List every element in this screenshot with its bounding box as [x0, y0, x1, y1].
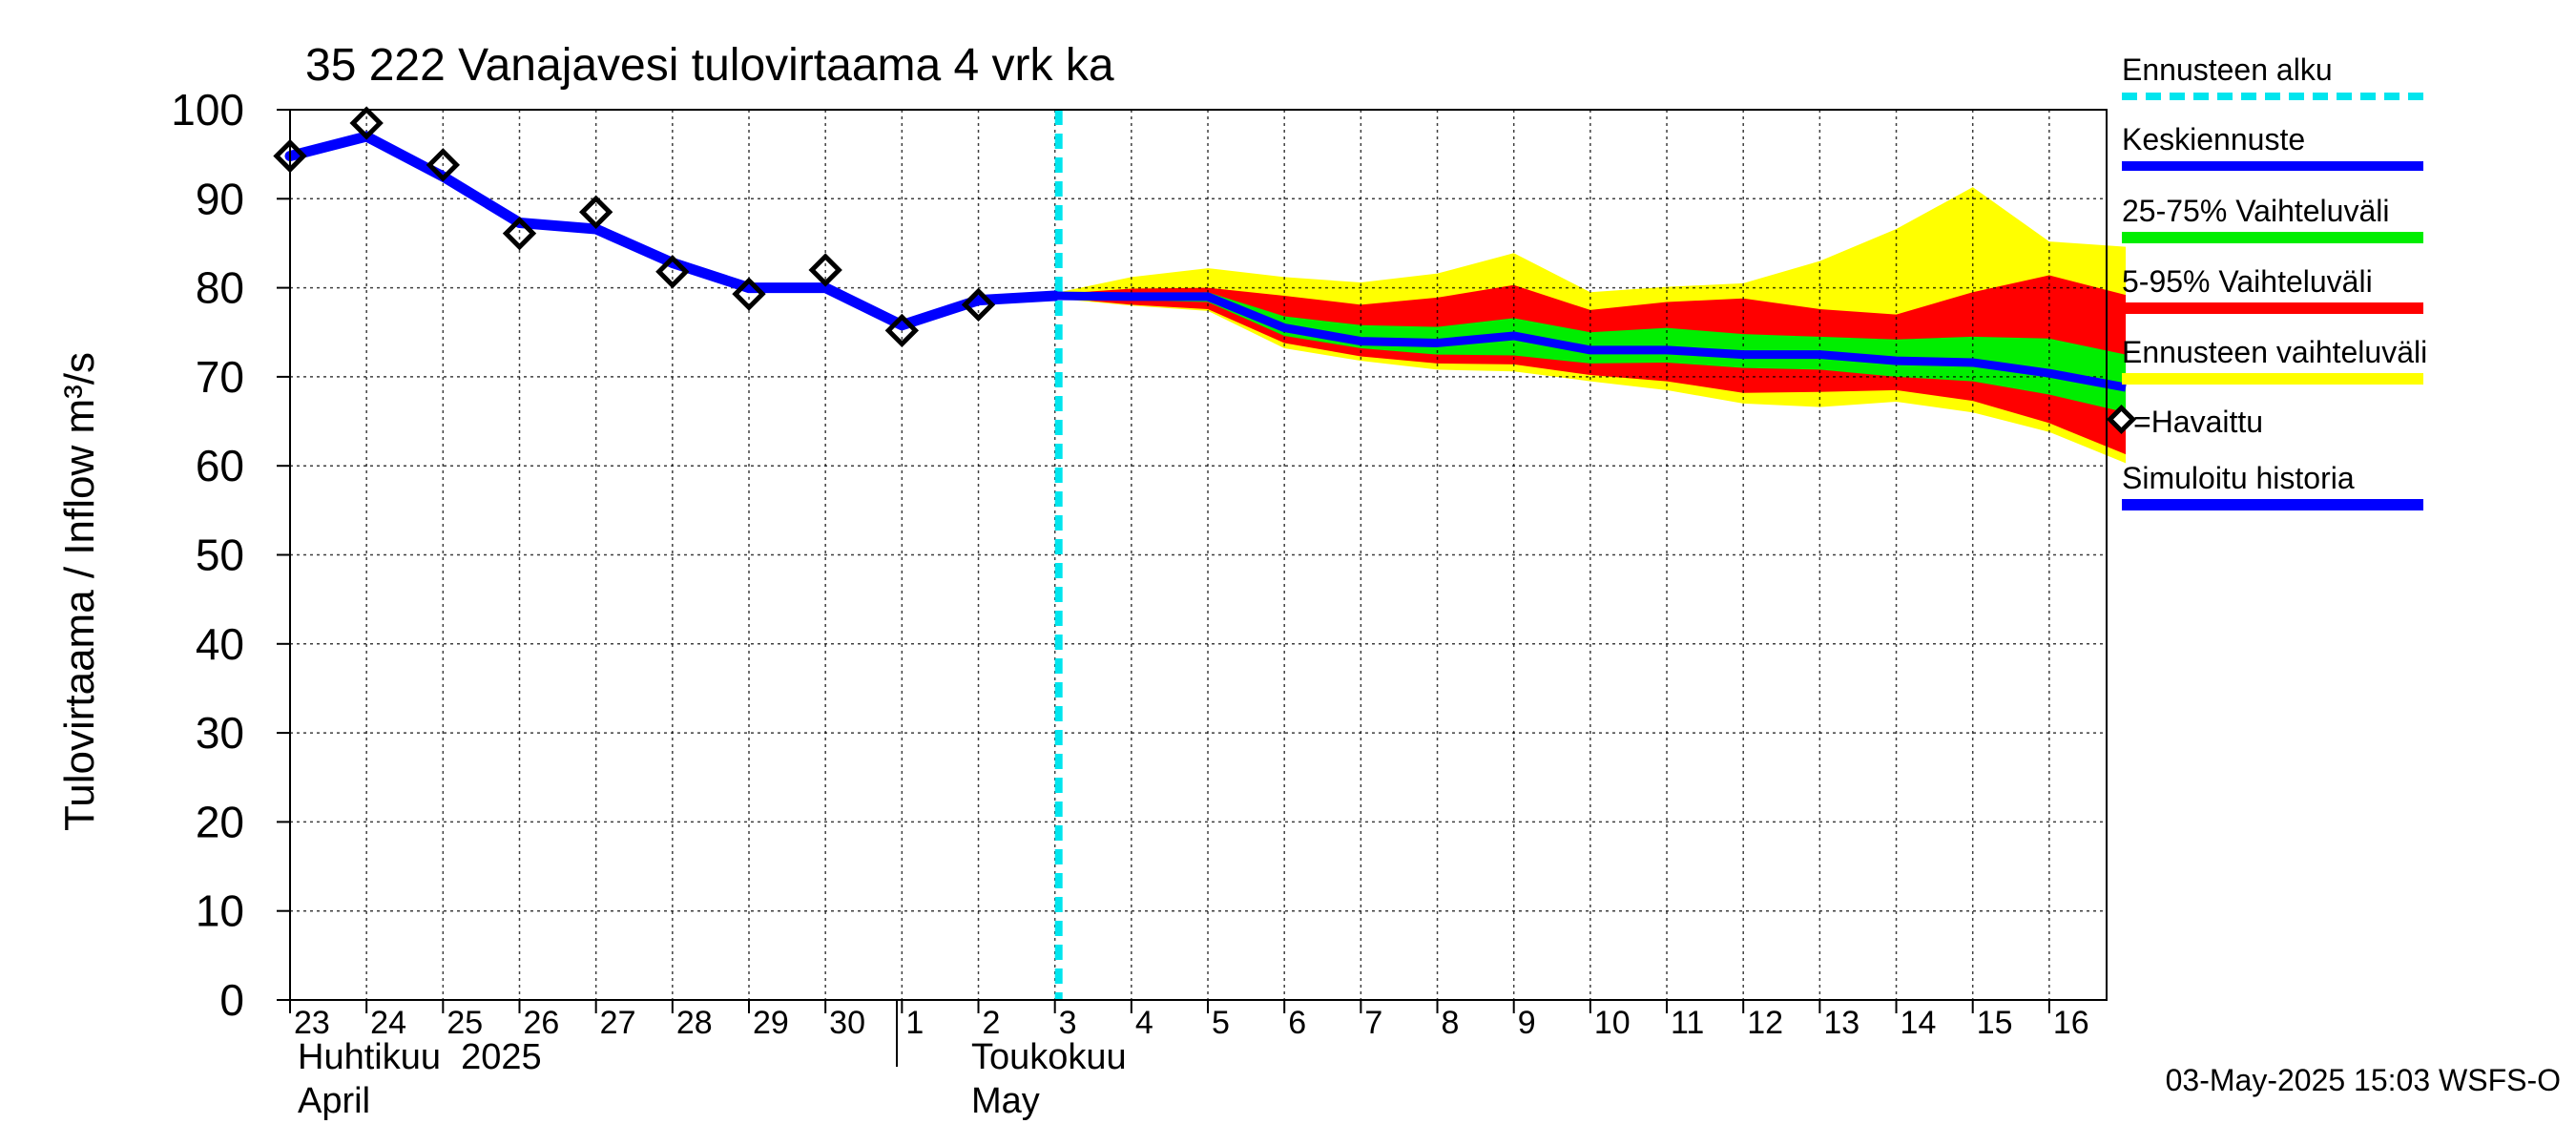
x-tick-label: 30: [829, 1005, 865, 1041]
y-tick-label: 0: [219, 975, 244, 1025]
month-label-en-april: April: [298, 1081, 370, 1121]
observed-point: [808, 253, 842, 287]
series-lines: [284, 110, 2127, 1000]
month-label-fi-may: Toukokuu: [971, 1037, 1127, 1077]
observed-point: [578, 195, 613, 229]
y-tick-label: 70: [196, 352, 244, 402]
footer-timestamp: 03-May-2025 15:03 WSFS-O: [2166, 1063, 2561, 1097]
series-mean-forecast: [1054, 291, 2127, 392]
x-tick-label: 23: [294, 1005, 330, 1041]
x-tick-label: 16: [2053, 1005, 2089, 1041]
x-tick-label: 2: [983, 1005, 1001, 1041]
observed-point: [884, 313, 920, 348]
observed-point: [655, 255, 690, 289]
x-tick-labels: 23 24 25 26 27 28 29 30 1 2 3 4 5 6 7 8 9 10 11 12 13 14 15 16: [289, 1000, 2089, 1041]
x-tick-label: 3: [1059, 1005, 1077, 1041]
observed-point: [426, 148, 461, 182]
x-tick-label: 1: [905, 1005, 924, 1041]
x-tick-label: 13: [1823, 1005, 1859, 1041]
y-axis-label: Tulovirtaama / Inflow m³/s: [56, 352, 103, 831]
x-tick-label: 26: [524, 1005, 560, 1041]
observed-point: [349, 106, 384, 140]
x-tick-label: 28: [676, 1005, 713, 1041]
x-tick-label: 7: [1364, 1005, 1382, 1041]
x-tick-label: 10: [1594, 1005, 1631, 1041]
x-tick-label: 4: [1135, 1005, 1153, 1041]
x-tick-label: 12: [1747, 1005, 1783, 1041]
y-tick-label: 90: [196, 174, 244, 223]
legend-observed-label: =Havaittu: [2133, 405, 2263, 439]
legend-p25-75-label: 25-75% Vaihteluväli: [2122, 194, 2389, 228]
x-tick-label: 9: [1518, 1005, 1536, 1041]
observed-point: [961, 287, 996, 323]
legend-simulated-label: Simuloitu historia: [2122, 461, 2355, 495]
legend-range-label: Ennusteen vaihteluväli: [2122, 335, 2427, 369]
legend-forecast-start-label: Ennusteen alku: [2122, 52, 2333, 87]
x-tick-label: 11: [1671, 1005, 1704, 1041]
legend-observed-marker: [2106, 404, 2137, 435]
y-tick-label: 60: [196, 441, 244, 490]
x-tick-label: 25: [447, 1005, 483, 1041]
x-tick-label: 5: [1212, 1005, 1230, 1041]
observed-markers: [273, 106, 996, 348]
observed-point: [732, 277, 766, 311]
legend-mean-label: Keskiennuste: [2122, 122, 2305, 156]
x-tick-label: 27: [600, 1005, 636, 1041]
x-tick-label: 14: [1901, 1005, 1937, 1041]
y-tick-labels: 0 10 20 30 40 50 60 70 80 90 100: [171, 85, 290, 1025]
month-label-fi-april: Huhtikuu 2025: [298, 1037, 542, 1077]
y-tick-label: 80: [196, 263, 244, 313]
x-tick-label: 24: [370, 1005, 406, 1041]
y-tick-label: 100: [171, 85, 244, 135]
y-tick-label: 10: [196, 886, 244, 936]
y-tick-label: 50: [196, 531, 244, 580]
observed-point: [502, 217, 537, 251]
x-tick-label: 15: [1977, 1005, 2013, 1041]
y-tick-label: 40: [196, 619, 244, 669]
legend-p5-95-label: 5-95% Vaihteluväli: [2122, 264, 2373, 299]
y-tick-label: 20: [196, 797, 244, 846]
series-simulated-history: [284, 131, 1061, 331]
month-label-en-may: May: [971, 1081, 1040, 1121]
x-tick-label: 6: [1288, 1005, 1306, 1041]
legend: Ennusteen alku Keskiennuste 25-75% Vaiht…: [2106, 52, 2427, 510]
y-tick-label: 30: [196, 708, 244, 758]
chart-title: 35 222 Vanajavesi tulovirtaama 4 vrk ka: [305, 40, 1114, 91]
x-tick-label: 29: [753, 1005, 789, 1041]
observed-point: [273, 138, 307, 174]
x-tick-label: 8: [1442, 1005, 1460, 1041]
